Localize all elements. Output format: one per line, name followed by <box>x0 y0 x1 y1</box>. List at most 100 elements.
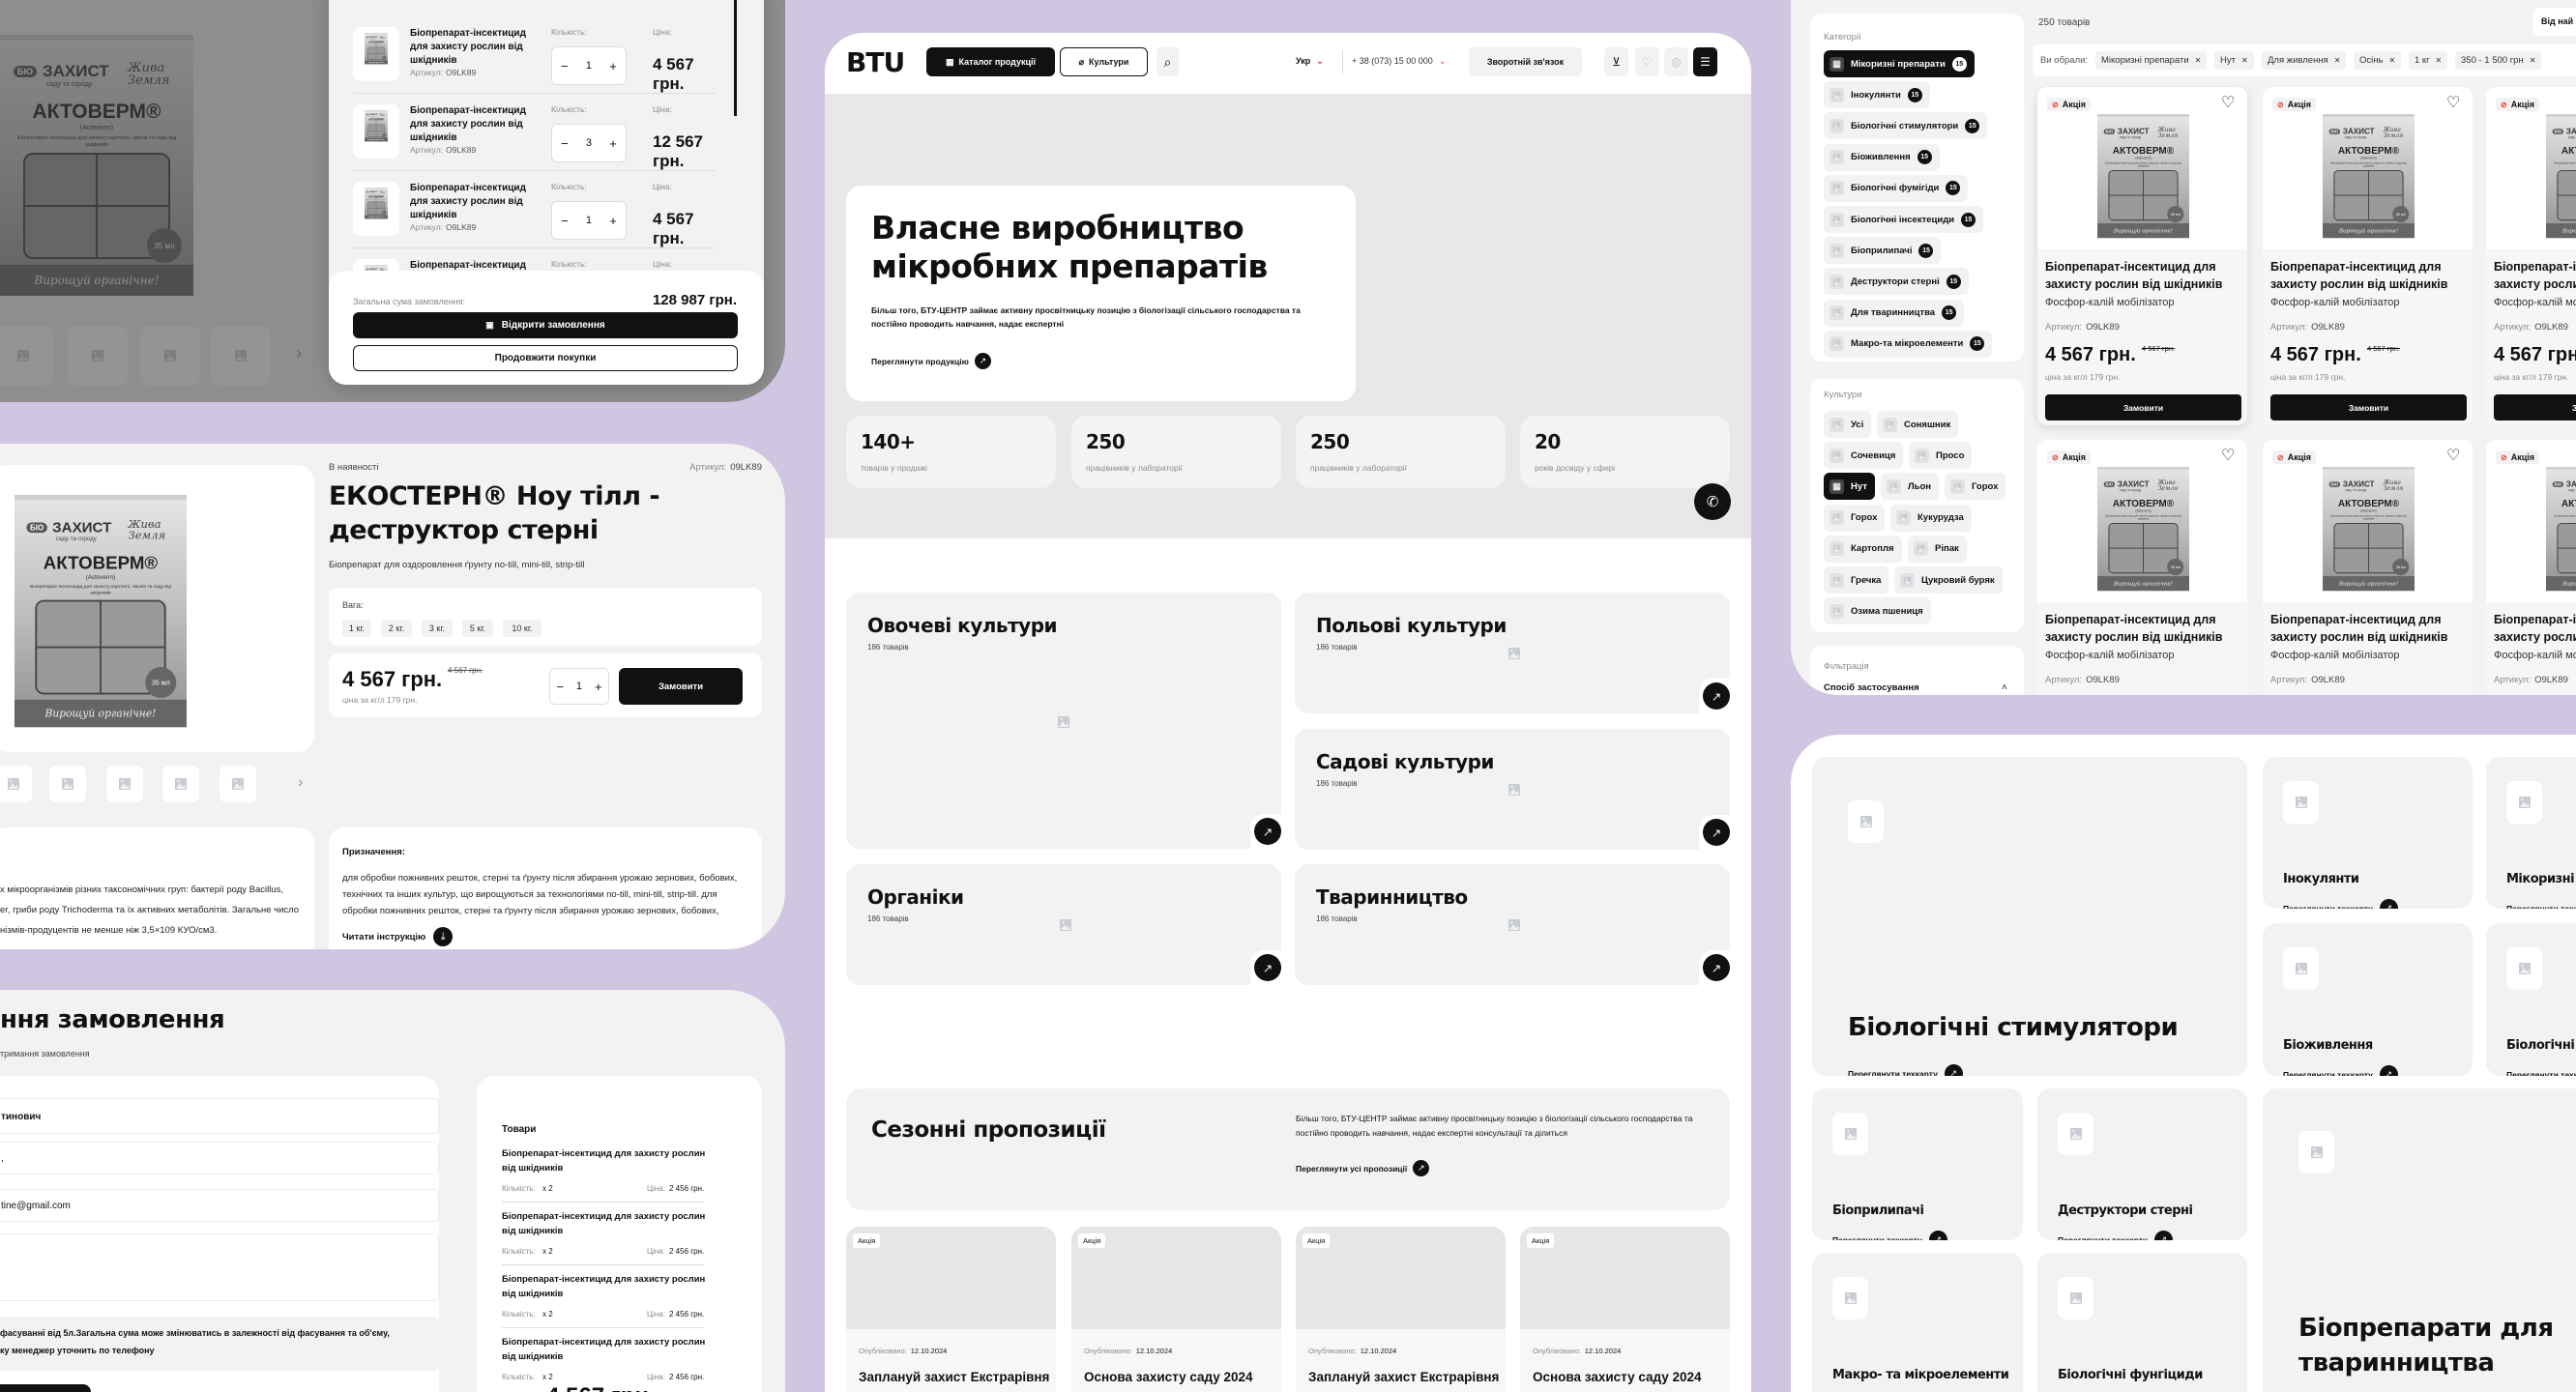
heart-icon[interactable]: ♡ <box>1635 47 1659 76</box>
category-chip[interactable]: Біоживлення 15 <box>1824 143 1940 171</box>
culture-chip[interactable]: Кукурудза <box>1890 504 1972 532</box>
view-all-offers-link[interactable]: Переглянути усі пропозиції ↗ <box>1296 1160 1430 1176</box>
open-order-button[interactable]: ▣ Відкрити замовлення <box>353 312 738 338</box>
user-icon[interactable]: ◎ <box>1664 47 1688 76</box>
culture-chip[interactable]: Картопля <box>1824 535 1902 563</box>
gallery-next-icon[interactable]: › <box>298 774 304 791</box>
culture-chip[interactable]: Ріпак <box>1908 535 1967 563</box>
menu-icon[interactable]: ☰ <box>1693 47 1717 76</box>
phone-select[interactable]: + 38 (073) 15 00 000 ⌄ <box>1352 56 1446 67</box>
category-card[interactable]: Органіки 186 товарів ↗ <box>846 864 1289 993</box>
callback-button[interactable]: Зворотній зв'язок <box>1469 47 1582 76</box>
arrow-link-icon[interactable]: ↗ <box>1703 954 1730 981</box>
decrement-button[interactable]: − <box>561 58 569 73</box>
remove-filter-icon[interactable]: ✕ <box>2240 56 2248 65</box>
category-chip[interactable]: Інокулянти 15 <box>1824 81 1930 109</box>
form-input[interactable]: , <box>0 1142 439 1174</box>
favorite-heart-icon[interactable]: ♡ <box>2446 95 2461 111</box>
gallery-thumbnail[interactable] <box>49 766 86 802</box>
product-title[interactable]: Біопрепарат-інсектицид для захисту росли… <box>2270 260 2448 291</box>
techcard-tile[interactable]: Біоприлипачі Переглянути техкарту ↗ <box>1812 1088 2023 1240</box>
selected-filter-chip[interactable]: Мікоризні препарати ✕ <box>2095 51 2208 70</box>
remove-filter-icon[interactable]: ✕ <box>2529 56 2536 65</box>
selected-filter-chip[interactable]: 1 кг ✕ <box>2409 51 2448 70</box>
product-title[interactable]: Біопрепарат-інсектицид для захисту росли… <box>2270 613 2448 644</box>
culture-chip[interactable]: Горох <box>1945 473 2006 501</box>
weight-option[interactable]: 2 кг. <box>381 620 412 637</box>
increment-button[interactable]: + <box>609 213 617 228</box>
quantity-stepper[interactable]: −1 + <box>551 201 627 240</box>
call-button[interactable]: ✆ <box>1694 483 1731 520</box>
language-select[interactable]: Укр ⌄ <box>1296 56 1324 67</box>
view-techcard-link[interactable]: Переглянути техкарту↗ <box>2058 1231 2173 1240</box>
quantity-stepper[interactable]: −1 + <box>549 668 609 705</box>
category-chip[interactable]: Біологічні стимулятори 15 <box>1824 112 1988 140</box>
chevron-up-icon[interactable]: ˄ <box>2002 682 2007 693</box>
category-chip[interactable]: Для тваринництва 15 <box>1824 299 1965 327</box>
selected-filter-chip[interactable]: 350 - 1 500 грн ✕ <box>2455 51 2542 70</box>
catalog-button[interactable]: ▦ Каталог продукції <box>926 47 1055 76</box>
selected-filter-chip[interactable]: Для живлення ✕ <box>2262 51 2347 70</box>
techcard-tile[interactable]: Мікоризні препарати Переглянути техкарту↗ <box>2486 757 2576 909</box>
order-button[interactable]: Замовити <box>2045 394 2241 420</box>
category-card[interactable]: Овочеві культури 186 товарів ↗ <box>846 593 1289 856</box>
read-instructions-link[interactable]: Читати інструкцію ⤓ <box>342 927 454 946</box>
techcard-tile[interactable]: Інокулянти Переглянути техкарту ↗ <box>2263 757 2473 909</box>
techcard-tile[interactable]: Деструктори стерні Переглянути техкарту ↗ <box>2037 1088 2247 1240</box>
logo[interactable]: BTU <box>846 46 905 78</box>
category-chip[interactable]: Біоприлипачі 15 <box>1824 237 1942 265</box>
arrow-link-icon[interactable]: ↗ <box>1703 682 1730 710</box>
favorite-heart-icon[interactable]: ♡ <box>2446 448 2461 464</box>
culture-chip[interactable]: Усі <box>1824 411 1872 438</box>
category-chip[interactable]: Біологічні інсектециди 15 <box>1824 206 1984 233</box>
promo-card[interactable]: Акція Опубліковано: 12.10.2024 Заплануй зах… <box>1296 1227 1506 1392</box>
culture-chip[interactable]: Сочевиця <box>1824 442 1904 470</box>
product-title[interactable]: Біопрепарат-інсектицид для захисту росли… <box>2494 613 2576 644</box>
quantity-stepper[interactable]: −1 + <box>551 46 627 85</box>
arrow-link-icon[interactable]: ↗ <box>1254 954 1281 981</box>
culture-chip[interactable]: Цукровий буряк <box>1894 566 2003 594</box>
arrow-link-icon[interactable]: ↗ <box>1703 819 1730 846</box>
culture-chip[interactable]: Горох <box>1824 504 1886 532</box>
comment-textarea[interactable] <box>0 1233 439 1301</box>
category-chip[interactable]: Мікоризні препарати 15 <box>1824 50 1975 77</box>
remove-filter-icon[interactable]: ✕ <box>2388 56 2396 65</box>
culture-chip[interactable]: Просо <box>1909 442 1973 470</box>
techcard-tile[interactable]: Біологічні фунгіцидиПереглянути техкарту… <box>2037 1253 2247 1392</box>
arrow-link-icon[interactable]: ↗ <box>1254 818 1281 845</box>
promo-card[interactable]: Акція Опубліковано: 12.10.2024 Основа захис… <box>1071 1227 1281 1392</box>
culture-chip[interactable]: Озима пшениця <box>1824 597 1931 625</box>
promo-card[interactable]: Акція Опубліковано: 12.10.2024 Основа захис… <box>1520 1227 1730 1392</box>
category-card[interactable]: Польові культури 186 товарів ↗ <box>1295 593 1738 721</box>
weight-option[interactable]: 3 кг. <box>422 620 453 637</box>
form-input[interactable]: тинович <box>0 1098 439 1134</box>
order-button[interactable]: Замовити <box>619 668 743 705</box>
culture-chip[interactable]: Соняшник <box>1877 411 1959 438</box>
product-title[interactable]: Біопрепарат-інсектицид для захисту росли… <box>2045 260 2223 291</box>
remove-filter-icon[interactable]: ✕ <box>2194 56 2202 65</box>
view-products-link[interactable]: Переглянути продукцію ↗ <box>871 353 991 369</box>
filter-group-toggle[interactable]: Спосіб застосування <box>1824 682 1919 693</box>
category-card[interactable]: Садові культури 186 товарів ↗ <box>1295 729 1738 857</box>
culture-chip[interactable]: Нут <box>1824 473 1875 501</box>
promo-card[interactable]: Акція Опубліковано: 12.10.2024 Заплануй зах… <box>846 1227 1056 1392</box>
product-title[interactable]: Біопрепарат-інсектицид для захисту росли… <box>2494 260 2576 291</box>
category-chip[interactable]: Макро-та мікроелементи 15 <box>1824 330 1993 358</box>
techcard-tile[interactable]: Біологічні стимулятори Переглянути техкар… <box>1812 757 2247 1076</box>
scrollbar[interactable] <box>734 0 737 116</box>
view-techcard-link[interactable]: Переглянути техкарту↗ <box>1832 1231 1947 1240</box>
favorite-heart-icon[interactable]: ♡ <box>2221 95 2236 111</box>
remove-filter-icon[interactable]: ✕ <box>2333 56 2341 65</box>
techcard-tile[interactable]: Макро- та мікроелементиПереглянути техка… <box>1812 1253 2023 1392</box>
continue-shopping-button[interactable]: Продовжити покупки <box>353 345 738 371</box>
techcard-tile[interactable]: Біопрепарати для тваринництваПереглянути… <box>2263 1088 2576 1392</box>
techcard-tile[interactable]: Біоживлення Переглянути техкарту ↗ <box>2263 923 2473 1076</box>
selected-filter-chip[interactable]: Нут ✕ <box>2214 51 2254 70</box>
increment-button[interactable]: + <box>594 679 602 694</box>
view-techcard-link[interactable]: Переглянути техкарту↗ <box>2506 1065 2576 1077</box>
gallery-thumbnail[interactable] <box>0 766 32 802</box>
culture-chip[interactable]: Льон <box>1881 473 1940 501</box>
increment-button[interactable]: + <box>609 58 617 73</box>
selected-filter-chip[interactable]: Осінь ✕ <box>2354 51 2402 70</box>
cart-icon[interactable]: ⊻ <box>1604 47 1628 76</box>
